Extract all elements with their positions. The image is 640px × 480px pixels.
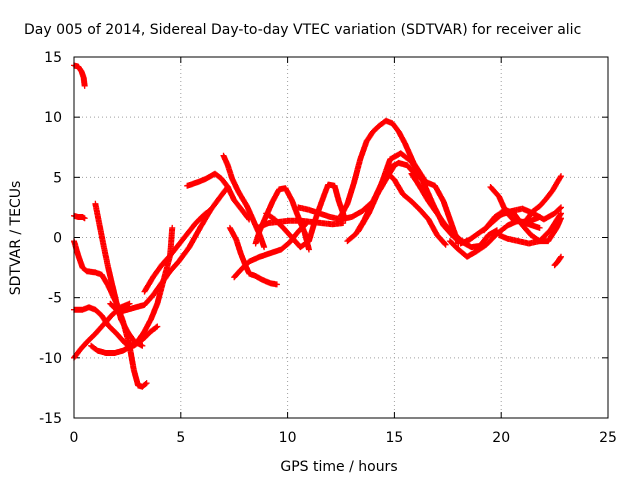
x-tick-label: 10 xyxy=(279,430,297,446)
series-s9 xyxy=(141,206,214,295)
x-axis-label: GPS time / hours xyxy=(280,459,397,475)
y-tick-label: 15 xyxy=(44,50,62,66)
series-s27 xyxy=(496,210,565,247)
y-tick-label: -5 xyxy=(48,291,62,307)
series-marks xyxy=(107,183,231,316)
x-tick-label: 20 xyxy=(492,430,510,446)
x-tick-labels: 0 5 10 15 20 25 xyxy=(70,430,617,446)
series-marks xyxy=(295,162,398,223)
chart-title: Day 005 of 2014, Sidereal Day-to-day VTE… xyxy=(24,22,581,38)
y-tick-label: 5 xyxy=(53,170,62,186)
series-s17 xyxy=(295,162,398,223)
series-marks xyxy=(92,200,146,349)
series-marks xyxy=(231,220,310,281)
x-tick-label: 15 xyxy=(385,430,403,446)
plot-frame xyxy=(73,56,609,419)
series-marks xyxy=(344,159,462,247)
x-tick-label: 25 xyxy=(599,430,617,446)
series-s21 xyxy=(376,170,449,248)
series-marks xyxy=(523,173,565,223)
y-tick-label: -15 xyxy=(39,411,62,427)
series-s10 xyxy=(184,170,253,223)
data-series xyxy=(71,62,565,390)
series-s29 xyxy=(551,253,565,269)
series-s19 xyxy=(344,159,462,247)
series-marks xyxy=(226,224,280,288)
series-s28 xyxy=(523,173,565,223)
series-marks xyxy=(376,170,449,248)
series-marks xyxy=(551,253,565,269)
series-marks xyxy=(141,206,214,295)
x-tick-label: 0 xyxy=(70,430,79,446)
y-tick-label: 0 xyxy=(53,231,62,247)
series-marks xyxy=(184,170,253,223)
y-tick-label: -10 xyxy=(39,351,62,367)
y-tick-label: 10 xyxy=(44,110,62,126)
series-s8 xyxy=(107,183,231,316)
y-tick-labels: -15 -10 -5 0 5 10 15 xyxy=(39,50,62,427)
series-s12 xyxy=(226,224,280,288)
y-axis-label: SDTVAR / TECUs xyxy=(8,181,24,296)
grid-lines xyxy=(74,57,608,418)
x-tick-label: 5 xyxy=(176,430,185,446)
series-s6 xyxy=(92,200,146,349)
series-s13 xyxy=(231,220,310,281)
series-marks xyxy=(496,210,565,247)
